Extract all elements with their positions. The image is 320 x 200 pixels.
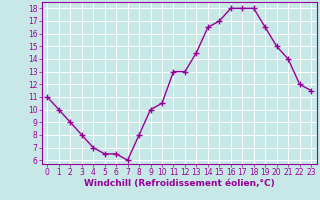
- X-axis label: Windchill (Refroidissement éolien,°C): Windchill (Refroidissement éolien,°C): [84, 179, 275, 188]
